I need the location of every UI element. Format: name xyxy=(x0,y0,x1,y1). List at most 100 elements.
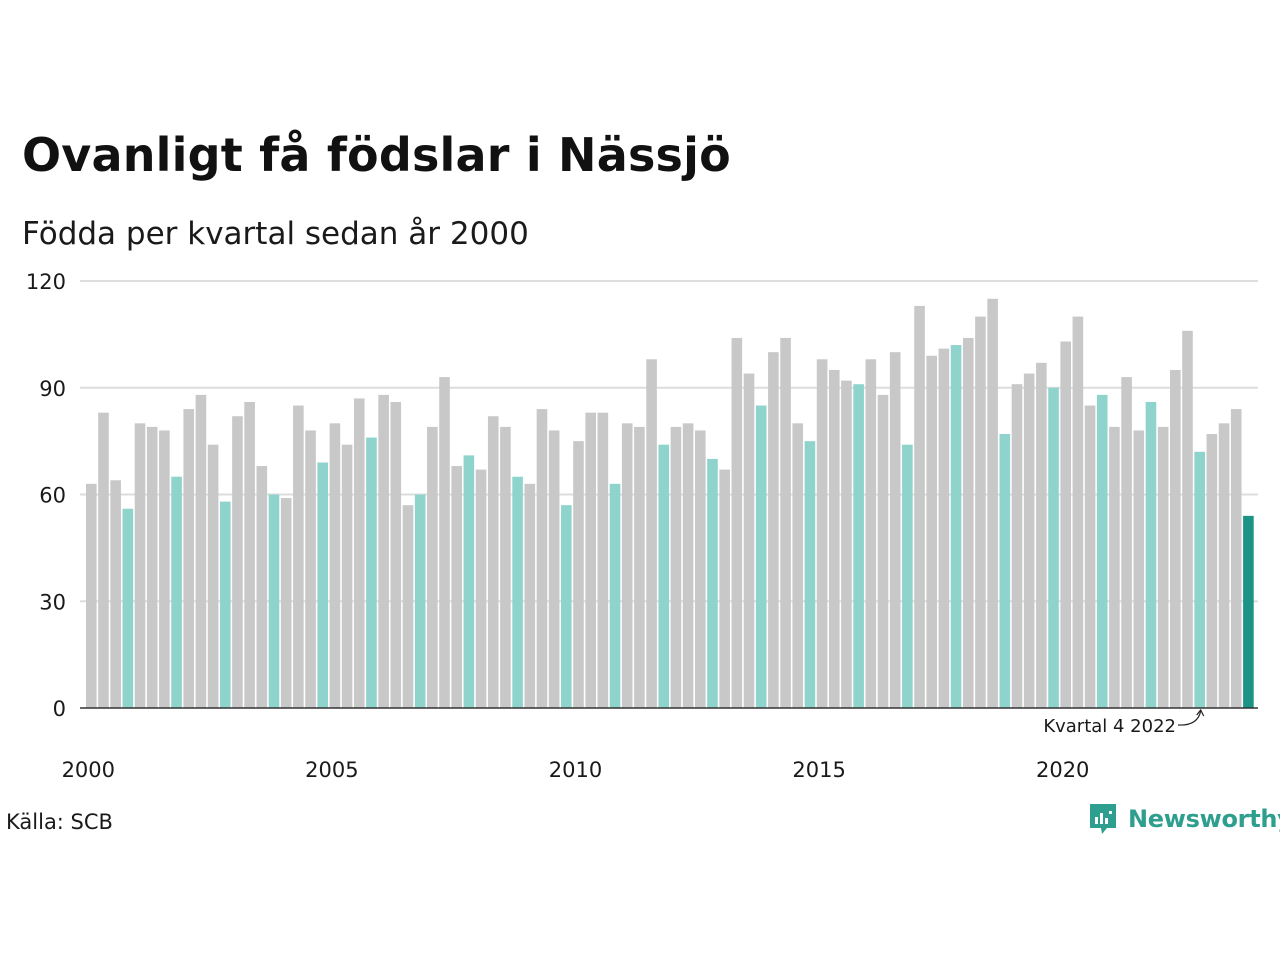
annotation-arrow xyxy=(1177,710,1202,726)
bar-chart-speech-bubble-icon xyxy=(1090,804,1116,834)
brand-name: Newsworthy xyxy=(1128,805,1280,833)
bar xyxy=(439,377,450,708)
bar xyxy=(280,498,292,708)
bar xyxy=(877,394,889,708)
bar xyxy=(670,426,682,708)
bar xyxy=(1218,423,1230,708)
bar xyxy=(1109,426,1120,708)
bar xyxy=(853,384,864,708)
bars xyxy=(86,298,1254,709)
bar xyxy=(1157,426,1169,708)
x-tick-label: 2000 xyxy=(62,758,115,782)
bar xyxy=(98,412,109,708)
bar xyxy=(548,430,560,708)
annotation-arrowhead xyxy=(1196,708,1205,717)
brand-logo: Newsworthy xyxy=(1088,802,1280,836)
bar xyxy=(719,469,730,708)
bar xyxy=(390,401,402,708)
bar xyxy=(621,423,633,708)
bar xyxy=(256,466,268,708)
bar xyxy=(414,494,426,708)
x-tick-label: 2020 xyxy=(1036,758,1089,782)
bar xyxy=(427,426,438,708)
bar xyxy=(219,501,231,708)
bar xyxy=(573,441,584,709)
bar xyxy=(159,430,170,708)
bar xyxy=(122,508,134,708)
bar xyxy=(938,348,950,708)
bar xyxy=(707,458,718,708)
bar xyxy=(987,298,998,708)
bar xyxy=(561,505,572,708)
bar xyxy=(743,373,755,708)
bar xyxy=(914,305,925,708)
bar xyxy=(1206,434,1218,708)
bar xyxy=(402,505,414,708)
bar xyxy=(146,426,158,708)
annotation: Kvartal 4 2022 xyxy=(1043,708,1205,737)
bar xyxy=(975,316,986,708)
bar xyxy=(780,337,791,708)
bar xyxy=(317,462,329,708)
y-tick-label: 120 xyxy=(26,270,66,294)
bar xyxy=(1060,341,1071,708)
bar xyxy=(609,483,621,708)
bar xyxy=(207,444,219,708)
bar xyxy=(500,426,511,708)
bar xyxy=(183,409,195,708)
bar xyxy=(1048,387,1059,708)
source-label: Källa: SCB xyxy=(6,810,113,834)
bar xyxy=(682,423,694,708)
chart-title: Ovanligt få födslar i Nässjö xyxy=(22,128,731,182)
bar xyxy=(865,359,877,708)
x-tick-label: 2010 xyxy=(549,758,602,782)
bar xyxy=(244,401,255,708)
bar xyxy=(268,494,280,708)
bar xyxy=(487,416,499,708)
bar xyxy=(1194,451,1205,708)
bar xyxy=(950,345,962,708)
bar xyxy=(828,369,840,708)
bar xyxy=(463,455,475,708)
bar xyxy=(134,423,146,708)
bar xyxy=(1121,377,1132,708)
bar xyxy=(1243,515,1254,708)
x-tick-label: 2015 xyxy=(792,758,845,782)
y-tick-label: 30 xyxy=(39,590,66,614)
bar xyxy=(366,437,377,708)
bar xyxy=(634,426,645,708)
bar xyxy=(755,405,767,708)
bar xyxy=(232,416,243,708)
y-axis-ticks: 0 30 60 90 120 xyxy=(26,270,66,721)
bar xyxy=(1023,373,1035,708)
bar xyxy=(1072,316,1084,708)
chart-subtitle: Födda per kvartal sedan år 2000 xyxy=(22,216,529,252)
bar xyxy=(889,352,901,708)
bar xyxy=(451,466,462,708)
bar xyxy=(841,380,852,708)
bar xyxy=(597,412,609,708)
bar xyxy=(646,359,657,708)
bar xyxy=(1170,369,1181,708)
bar xyxy=(658,444,670,708)
y-tick-label: 0 xyxy=(53,697,66,721)
y-tick-label: 90 xyxy=(39,377,66,401)
bar xyxy=(1230,409,1242,708)
bar xyxy=(792,423,804,708)
bar xyxy=(536,409,548,708)
bar xyxy=(1182,330,1193,708)
bar xyxy=(585,412,596,708)
bar xyxy=(731,337,743,708)
bar xyxy=(475,469,487,708)
bar xyxy=(512,476,523,708)
bar xyxy=(353,398,365,708)
bar xyxy=(1133,430,1145,708)
bar-chart: 0 30 60 90 120 2000 2005 2010 2015 2020 Kvartal … xyxy=(26,270,1258,782)
bar xyxy=(86,483,97,708)
bar xyxy=(999,434,1011,708)
bar xyxy=(1036,362,1047,708)
bar xyxy=(768,352,779,708)
bar xyxy=(305,430,316,708)
bar xyxy=(110,480,121,708)
bar xyxy=(1096,394,1108,708)
